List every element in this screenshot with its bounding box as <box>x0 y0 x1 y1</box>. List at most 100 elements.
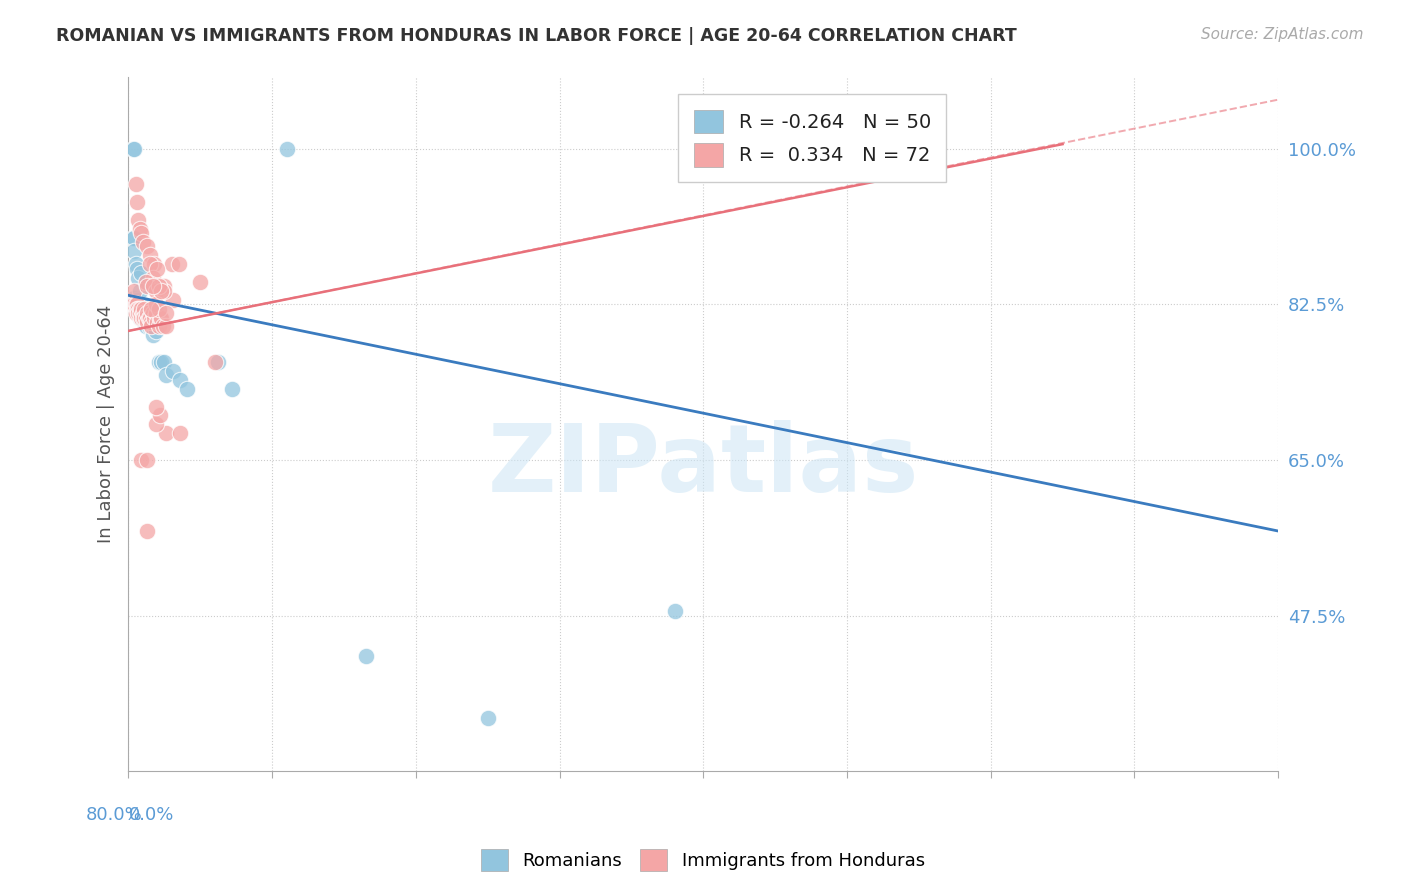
Point <box>129 221 152 235</box>
Point <box>145 417 167 432</box>
Point <box>143 257 166 271</box>
Point <box>155 426 177 441</box>
Point <box>139 310 162 325</box>
Point <box>145 297 167 311</box>
Point <box>125 297 148 311</box>
Point <box>354 648 377 663</box>
Point <box>127 212 149 227</box>
Point <box>131 310 153 325</box>
Point <box>148 301 170 316</box>
Point <box>155 306 177 320</box>
Point <box>153 279 176 293</box>
Point <box>127 301 149 316</box>
Point <box>122 230 145 244</box>
Point <box>129 301 152 316</box>
Point <box>207 355 229 369</box>
Point <box>124 297 146 311</box>
Point <box>169 373 191 387</box>
Point <box>276 142 298 156</box>
Point <box>155 319 177 334</box>
Point <box>125 261 148 276</box>
Point <box>134 315 156 329</box>
Point <box>131 301 153 316</box>
Text: Source: ZipAtlas.com: Source: ZipAtlas.com <box>1201 27 1364 42</box>
Point <box>124 297 146 311</box>
Point <box>145 306 167 320</box>
Text: ZIPatlas: ZIPatlas <box>488 420 920 512</box>
Point <box>129 301 152 316</box>
Text: ROMANIAN VS IMMIGRANTS FROM HONDURAS IN LABOR FORCE | AGE 20-64 CORRELATION CHAR: ROMANIAN VS IMMIGRANTS FROM HONDURAS IN … <box>56 27 1017 45</box>
Point <box>127 297 149 311</box>
Point <box>138 319 160 334</box>
Point <box>125 301 148 316</box>
Point <box>132 306 155 320</box>
Point <box>121 297 143 311</box>
Point <box>129 284 152 298</box>
Point <box>124 306 146 320</box>
Legend: Romanians, Immigrants from Honduras: Romanians, Immigrants from Honduras <box>474 842 932 879</box>
Point <box>142 306 165 320</box>
Point <box>125 293 148 307</box>
Point <box>176 382 198 396</box>
Point <box>136 306 159 320</box>
Point <box>131 453 153 467</box>
Point <box>129 306 152 320</box>
Point <box>134 301 156 316</box>
Point <box>150 355 173 369</box>
Point <box>139 257 162 271</box>
Point <box>145 400 167 414</box>
Point <box>204 355 226 369</box>
Point <box>221 382 243 396</box>
Point <box>477 711 499 725</box>
Point <box>138 310 160 325</box>
Point <box>136 310 159 325</box>
Point <box>155 368 177 383</box>
Point <box>135 275 157 289</box>
Point <box>129 306 152 320</box>
Point <box>125 301 148 316</box>
Point <box>129 310 152 325</box>
Y-axis label: In Labor Force | Age 20-64: In Labor Force | Age 20-64 <box>97 305 114 543</box>
Point <box>141 319 163 334</box>
Point <box>150 310 173 325</box>
Point <box>136 279 159 293</box>
Point <box>167 257 190 271</box>
Point <box>131 310 153 325</box>
Point <box>124 301 146 316</box>
Point <box>127 301 149 316</box>
Point <box>149 409 172 423</box>
Point <box>136 306 159 320</box>
Point <box>160 257 183 271</box>
Point <box>132 235 155 249</box>
Point <box>136 239 159 253</box>
Point <box>135 319 157 334</box>
Point <box>142 270 165 285</box>
Point <box>135 310 157 325</box>
Point <box>134 301 156 316</box>
Point <box>122 142 145 156</box>
Point <box>148 319 170 334</box>
Point <box>142 279 165 293</box>
Point <box>141 301 163 316</box>
Point <box>124 257 146 271</box>
Point <box>132 306 155 320</box>
Point <box>124 177 146 191</box>
Point <box>150 284 173 298</box>
Point <box>131 306 153 320</box>
Point <box>122 291 145 305</box>
Point <box>122 244 145 258</box>
Point <box>145 284 167 298</box>
Point <box>122 284 145 298</box>
Text: 80.0%: 80.0% <box>86 805 143 824</box>
Point <box>664 604 686 618</box>
Point <box>131 297 153 311</box>
Point <box>139 248 162 262</box>
Point <box>134 310 156 325</box>
Point <box>188 275 211 289</box>
Point <box>135 310 157 325</box>
Point <box>127 270 149 285</box>
Point <box>148 355 170 369</box>
Point <box>138 306 160 320</box>
Point <box>162 364 184 378</box>
Point <box>146 261 169 276</box>
